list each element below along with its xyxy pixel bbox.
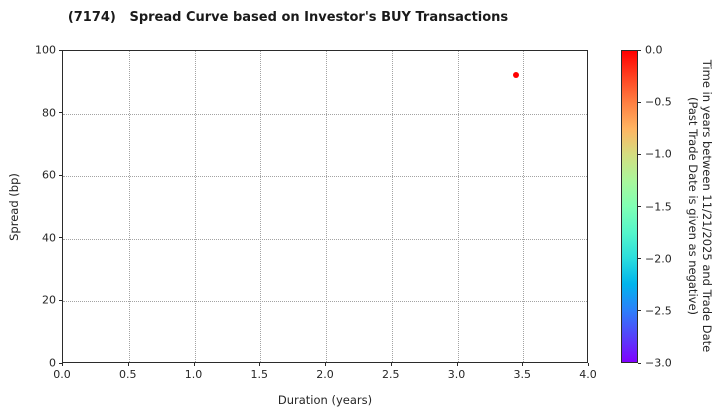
gridline-vertical xyxy=(194,51,196,362)
x-tick-label: 4.0 xyxy=(579,368,597,381)
x-tick-mark xyxy=(390,363,392,366)
y-tick-label: 20 xyxy=(42,293,56,307)
x-tick-label: 3.5 xyxy=(513,368,532,381)
y-axis-label: Spread (bp) xyxy=(7,173,21,241)
x-tick-mark xyxy=(62,363,63,366)
colorbar xyxy=(621,50,638,363)
y-tick-mark xyxy=(59,362,62,364)
y-tick-mark xyxy=(59,112,62,114)
gridline-horizontal xyxy=(63,113,587,115)
gridline-vertical xyxy=(457,51,459,362)
colorbar-tick-mark xyxy=(638,310,641,312)
x-tick-label: 3.0 xyxy=(447,368,466,381)
colorbar-label: Time in years between 11/21/2025 and Tra… xyxy=(686,60,714,352)
gridline-vertical xyxy=(326,51,327,362)
gridline-horizontal xyxy=(63,238,587,240)
plot-area xyxy=(62,50,588,363)
x-tick-mark xyxy=(193,363,195,366)
x-tick-label: 0.0 xyxy=(53,368,71,381)
colorbar-tick-label: −3.0 xyxy=(645,356,672,370)
scatter-point xyxy=(512,72,519,78)
colorbar-tick-label: −2.0 xyxy=(645,252,672,266)
colorbar-label-line1: Time in years between 11/21/2025 and Tra… xyxy=(700,59,714,353)
colorbar-tick-label: −1.0 xyxy=(645,147,672,161)
x-tick-mark xyxy=(456,363,458,366)
y-tick-label: 100 xyxy=(35,43,56,57)
x-tick-mark xyxy=(127,363,129,366)
colorbar-tick-mark xyxy=(638,258,641,260)
x-tick-mark xyxy=(588,363,589,366)
x-tick-label: 2.5 xyxy=(382,368,400,381)
x-tick-label: 0.5 xyxy=(119,368,137,381)
gridline-horizontal xyxy=(63,176,587,178)
y-tick-mark xyxy=(59,49,62,51)
colorbar-label-line2: (Past Trade Date is given as negative) xyxy=(686,96,700,316)
x-axis-label: Duration (years) xyxy=(277,393,373,407)
colorbar-tick-mark xyxy=(638,49,641,51)
gridline-horizontal xyxy=(63,301,587,303)
y-tick-label: 60 xyxy=(42,168,56,182)
colorbar-tick-mark xyxy=(638,101,641,103)
x-tick-mark xyxy=(325,363,326,366)
x-tick-label: 1.5 xyxy=(250,368,269,381)
y-tick-mark xyxy=(59,299,62,301)
y-tick-mark xyxy=(59,174,62,176)
colorbar-tick-mark xyxy=(638,153,641,155)
x-tick-label: 2.0 xyxy=(316,368,334,381)
gridline-vertical xyxy=(391,51,393,362)
colorbar-tick-mark xyxy=(638,362,641,364)
chart-title: (7174) Spread Curve based on Investor's … xyxy=(67,10,509,25)
gridline-vertical xyxy=(260,51,262,362)
colorbar-tick-label: −2.5 xyxy=(645,304,672,318)
x-tick-label: 1.0 xyxy=(184,368,203,381)
y-tick-mark xyxy=(59,237,62,239)
x-tick-mark xyxy=(522,363,524,366)
y-tick-label: 40 xyxy=(42,231,56,245)
y-tick-label: 0 xyxy=(49,356,56,370)
colorbar-tick-label: −0.5 xyxy=(645,95,672,109)
gridline-vertical xyxy=(523,51,525,362)
y-tick-label: 80 xyxy=(42,106,56,120)
colorbar-tick-mark xyxy=(638,206,641,207)
gridline-vertical xyxy=(128,51,130,362)
x-tick-mark xyxy=(259,363,261,366)
colorbar-tick-label: 0.0 xyxy=(645,43,663,57)
colorbar-tick-label: −1.5 xyxy=(645,200,672,213)
